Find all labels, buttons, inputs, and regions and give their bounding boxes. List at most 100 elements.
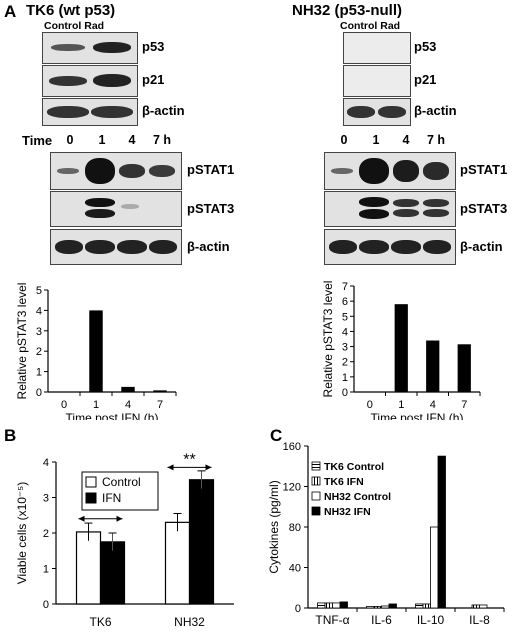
blot-nh32-bactin-2	[324, 229, 456, 265]
viable-sig-arrow-left	[167, 464, 174, 471]
nh32-pstat3-bar	[394, 304, 408, 392]
nh32-pstat3-ytick-label: 3	[342, 342, 348, 354]
cyto-xtick-label: IL-8	[469, 613, 490, 627]
viable-sig-arrow-left	[78, 515, 85, 522]
cyto-legend-swatch	[311, 461, 321, 471]
time-right-7: 7 h	[426, 133, 446, 147]
time-right-1: 1	[372, 133, 380, 147]
tk6-pstat3-xtick-label: 7	[157, 399, 163, 411]
tk6-pstat3-xtick-label: 1	[93, 399, 99, 411]
tk6-pstat3-xtick-label: 4	[125, 399, 131, 411]
cyto-ytick-label: 160	[283, 441, 301, 453]
label-nh32-p21: p21	[414, 72, 437, 87]
cyto-legend-label: TK6 Control	[324, 461, 384, 473]
label-tk6-pstat1: pSTAT1	[187, 162, 235, 177]
cyto-bar	[332, 602, 341, 609]
nh32-pstat3-xlabel: Time post IFN (h)	[371, 411, 464, 420]
blot-nh32-pstat1	[324, 152, 456, 190]
label-nh32-bactin-2: β-actin	[460, 239, 503, 254]
tk6-pstat3-ytick-label: 5	[36, 285, 42, 297]
time-left-7: 7 h	[152, 133, 172, 147]
cyto-bar	[317, 602, 326, 609]
tk6-title: TK6 (wt p53)	[26, 2, 116, 19]
time-left-0: 0	[66, 133, 74, 147]
nh32-condition-header: Control Rad	[340, 20, 401, 32]
blot-tk6-pstat3	[50, 191, 182, 227]
cyto-xtick-label: IL-10	[417, 613, 445, 627]
viable-ylabel: Viable cells (x10⁻⁵)	[15, 482, 29, 584]
cyto-xtick-label: TNF-α	[315, 613, 349, 627]
cyto-bar	[373, 606, 382, 609]
cyto-ytick-label: 40	[289, 563, 301, 575]
cyto-legend-label: TK6 IFN	[324, 476, 364, 488]
viable-bar	[99, 541, 126, 605]
cyto-bar	[415, 603, 424, 609]
time-left-4: 4	[128, 133, 136, 147]
blot-nh32-bactin-1	[343, 98, 411, 126]
blot-nh32-p21	[343, 65, 411, 97]
cyto-bar	[339, 601, 348, 609]
nh32-pstat3-ytick-label: 5	[342, 311, 348, 323]
time-label-left: Time	[22, 133, 53, 148]
viable-sig-label: **	[183, 451, 195, 468]
blot-nh32-pstat3	[324, 191, 456, 227]
nh32-pstat3-ylabel: Relative pSTAT3 level	[321, 281, 335, 398]
label-tk6-p21: p21	[142, 72, 165, 87]
cyto-bar	[430, 526, 439, 609]
nh32-pstat3-xtick-label: 7	[461, 399, 467, 411]
cyto-bar	[388, 603, 397, 609]
chart-cytokines: 0 40 80 120 160 Cytokines (pg/ml) TNF-α IL-6 IL-…	[267, 441, 505, 627]
tk6-pstat3-xtick-label: 0	[61, 399, 67, 411]
cyto-legend-swatch	[311, 491, 321, 501]
nh32-pstat3-ytick-label: 4	[342, 326, 348, 338]
viable-sig-label: *	[97, 503, 103, 520]
nh32-pstat3-xtick-label: 0	[367, 399, 373, 411]
blot-nh32-p53	[343, 32, 411, 64]
cyto-bar	[381, 605, 390, 609]
nh32-pstat3-ytick-label: 6	[342, 296, 348, 308]
label-tk6-p53: p53	[142, 39, 165, 54]
tk6-pstat3-ylabel: Relative pSTAT3 level	[15, 283, 29, 400]
viable-ytick-label: 0	[43, 599, 49, 611]
panel-letter-a: A	[4, 2, 17, 21]
cyto-bar	[366, 606, 375, 609]
time-right-4: 4	[402, 133, 410, 147]
tk6-pstat3-ytick-label: 1	[36, 367, 42, 379]
viable-legend-swatch	[85, 476, 97, 488]
nh32-pstat3-xtick-label: 1	[398, 399, 404, 411]
tk6-condition-header: Control Rad	[44, 20, 105, 32]
label-tk6-bactin-2: β-actin	[187, 239, 230, 254]
label-tk6-bactin-1: β-actin	[142, 103, 185, 118]
label-nh32-pstat3: pSTAT3	[460, 201, 508, 216]
panel-letter-c: C	[270, 426, 283, 445]
label-nh32-p53: p53	[414, 39, 437, 54]
panel-letter-b: B	[4, 426, 17, 445]
blot-tk6-p21	[42, 65, 138, 97]
tk6-pstat3-bar	[89, 310, 103, 392]
viable-sig-arrow-right	[205, 464, 212, 471]
blot-tk6-bactin-2	[50, 229, 182, 265]
viable-legend-label: IFN	[102, 491, 121, 505]
viable-legend-swatch	[85, 492, 97, 504]
cyto-legend-label: NH32 Control	[324, 491, 391, 503]
nh32-pstat3-ytick-label: 0	[342, 387, 348, 399]
viable-bar	[188, 479, 215, 605]
cyto-bar	[479, 604, 488, 609]
nh32-pstat3-ytick-label: 2	[342, 357, 348, 369]
nh32-pstat3-ytick-label: 7	[342, 281, 348, 293]
blot-tk6-pstat1	[50, 152, 182, 190]
cyto-ytick-label: 120	[283, 482, 301, 494]
cyto-legend-label: NH32 IFN	[324, 506, 371, 518]
viable-xtick-label: TK6	[89, 615, 111, 629]
nh32-pstat3-bar	[426, 340, 440, 392]
cyto-legend-swatch	[311, 476, 321, 486]
nh32-pstat3-bar	[457, 344, 471, 392]
cyto-ytick-label: 80	[289, 522, 301, 534]
viable-ytick-label: 3	[43, 493, 49, 505]
cyto-ylabel: Cytokines (pg/ml)	[267, 480, 281, 573]
tk6-pstat3-bar	[153, 390, 167, 392]
viable-ytick-label: 4	[43, 457, 49, 469]
cyto-bar	[422, 603, 431, 609]
